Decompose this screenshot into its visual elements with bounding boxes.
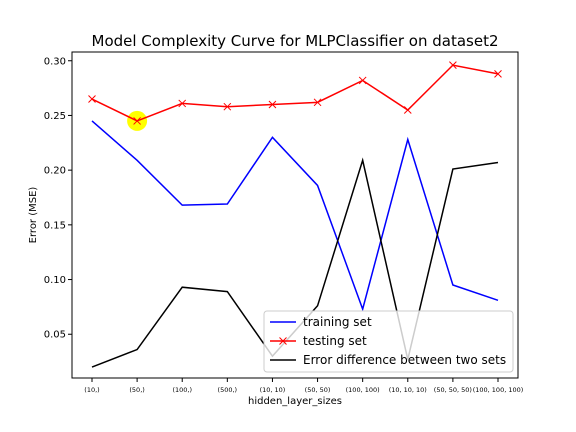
data-point-testing-set — [88, 95, 96, 103]
x-tick-label: (50,) — [129, 386, 144, 394]
y-tick-label: 0.25 — [44, 111, 66, 122]
data-point-testing-set — [358, 76, 367, 85]
axes-frame — [71, 51, 519, 379]
series-line-training-set — [91, 120, 499, 312]
legend-label: testing set — [303, 334, 367, 348]
data-point-testing-set — [223, 102, 232, 111]
x-tick-label: (10, 10, 10) — [389, 386, 427, 394]
y-axis: 0.05 0.10 0.15 0.20 0.25 0.30 — [44, 56, 72, 341]
x-tick-label: (100,) — [172, 386, 192, 394]
legend-marker — [279, 337, 287, 345]
y-tick-label: 0.20 — [44, 166, 66, 177]
x-tick-label: (50, 50, 50) — [434, 386, 472, 394]
data-point-testing-set — [313, 98, 322, 107]
x-axis: (10,) (50,) (100,) (500,) (10, 10) (50, 50) (1… — [84, 378, 523, 394]
y-tick-label: 0.15 — [44, 220, 66, 231]
x-tick-label: (100, 100) — [346, 386, 380, 394]
data-point-testing-set — [268, 100, 277, 109]
x-tick-label: (10,) — [84, 386, 99, 394]
chart-title: Model Complexity Curve for MLPClassifier… — [92, 32, 499, 50]
legend-box — [263, 310, 514, 373]
x-axis-label: hidden_layer_sizes — [248, 396, 342, 407]
data-point-testing-set — [178, 99, 187, 108]
data-point-testing-set — [449, 61, 457, 69]
data-point-testing-set — [133, 117, 141, 125]
x-tick-label: (100, 100, 100) — [473, 386, 524, 394]
data-point-testing-set — [403, 106, 412, 114]
x-tick-label: (500,) — [218, 386, 238, 394]
legend: training set testing set Error difference … — [263, 310, 514, 373]
legend-label: Error difference between two sets — [303, 353, 506, 367]
legend-label: training set — [303, 315, 372, 329]
y-tick-label: 0.05 — [44, 330, 66, 341]
y-tick-label: 0.30 — [44, 56, 66, 67]
x-tick-label: (10, 10) — [260, 386, 286, 394]
y-tick-label: 0.10 — [44, 275, 66, 286]
data-point-testing-set — [494, 70, 502, 78]
series-line-testing-set — [91, 64, 499, 122]
x-tick-label: (50, 50) — [305, 386, 331, 394]
y-axis-label: Error (MSE) — [28, 187, 39, 244]
